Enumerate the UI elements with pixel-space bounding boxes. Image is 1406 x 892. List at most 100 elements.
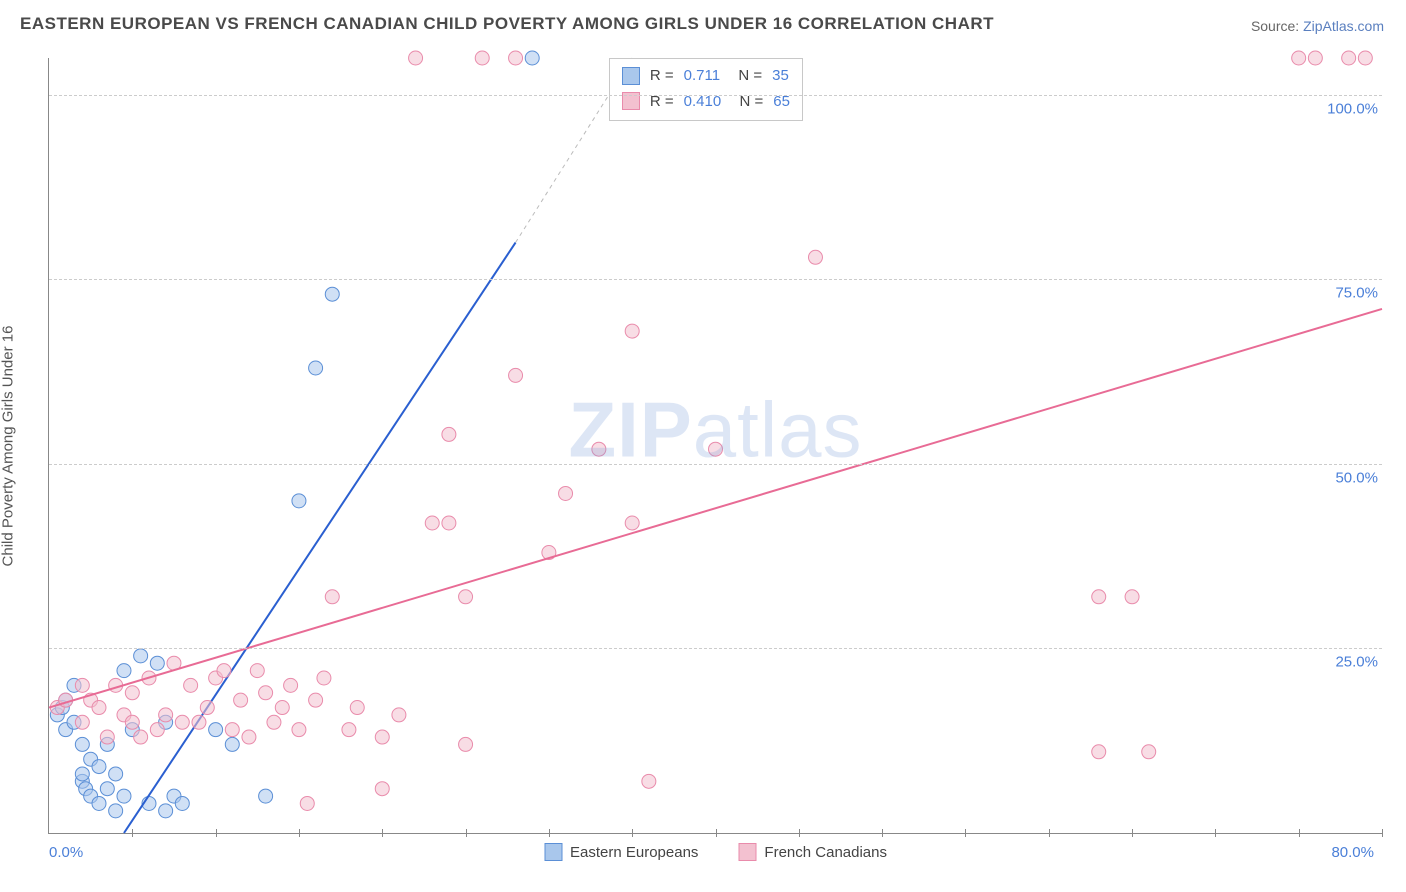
- stat-r-value: 0.410: [684, 89, 722, 115]
- data-point: [409, 51, 423, 65]
- data-point: [192, 715, 206, 729]
- data-point: [559, 486, 573, 500]
- data-point: [1142, 745, 1156, 759]
- stats-row: R = 0.711 N = 35: [622, 63, 790, 89]
- data-point: [200, 701, 214, 715]
- data-point: [509, 51, 523, 65]
- x-tick: [799, 829, 800, 837]
- data-point: [642, 774, 656, 788]
- x-origin-label: 0.0%: [49, 844, 83, 861]
- data-point: [275, 701, 289, 715]
- data-point: [75, 767, 89, 781]
- data-point: [92, 760, 106, 774]
- stat-r-label: R =: [650, 89, 674, 115]
- data-point: [134, 649, 148, 663]
- trend-line: [124, 243, 516, 833]
- data-point: [109, 767, 123, 781]
- y-tick-label: 100.0%: [1327, 100, 1384, 117]
- x-max-label: 80.0%: [1331, 844, 1374, 861]
- data-point: [234, 693, 248, 707]
- data-point: [350, 701, 364, 715]
- data-point: [459, 590, 473, 604]
- data-point: [1092, 745, 1106, 759]
- data-point: [292, 494, 306, 508]
- data-point: [425, 516, 439, 530]
- data-point: [250, 664, 264, 678]
- data-point: [134, 730, 148, 744]
- source-attribution: Source: ZipAtlas.com: [1251, 18, 1384, 34]
- data-point: [159, 708, 173, 722]
- stat-n-label: N =: [730, 63, 762, 89]
- data-point: [225, 723, 239, 737]
- data-point: [309, 693, 323, 707]
- legend-bottom: Eastern EuropeansFrench Canadians: [544, 843, 887, 861]
- x-tick: [132, 829, 133, 837]
- data-point: [325, 287, 339, 301]
- x-tick: [965, 829, 966, 837]
- data-point: [300, 796, 314, 810]
- source-label: Source:: [1251, 18, 1303, 34]
- plot-area: R = 0.711 N = 35R = 0.410 N = 65 ZIPatla…: [48, 58, 1382, 834]
- data-point: [117, 664, 131, 678]
- x-tick: [1049, 829, 1050, 837]
- data-point: [1125, 590, 1139, 604]
- swatch-icon: [738, 843, 756, 861]
- data-point: [1342, 51, 1356, 65]
- data-point: [709, 442, 723, 456]
- data-point: [459, 737, 473, 751]
- x-tick: [549, 829, 550, 837]
- data-point: [475, 51, 489, 65]
- data-point: [125, 715, 139, 729]
- data-point: [259, 686, 273, 700]
- data-point: [75, 678, 89, 692]
- data-point: [242, 730, 256, 744]
- data-point: [259, 789, 273, 803]
- data-point: [1308, 51, 1322, 65]
- x-tick: [882, 829, 883, 837]
- data-point: [267, 715, 281, 729]
- source-link[interactable]: ZipAtlas.com: [1303, 18, 1384, 34]
- data-point: [375, 730, 389, 744]
- data-point: [92, 796, 106, 810]
- stat-n-value: 35: [772, 63, 789, 89]
- stat-r-label: R =: [650, 63, 674, 89]
- data-point: [117, 789, 131, 803]
- data-point: [159, 804, 173, 818]
- data-point: [808, 250, 822, 264]
- data-point: [625, 324, 639, 338]
- legend-item: Eastern Europeans: [544, 843, 698, 861]
- data-point: [625, 516, 639, 530]
- y-axis-label: Child Poverty Among Girls Under 16: [0, 326, 17, 567]
- swatch-icon: [622, 67, 640, 85]
- data-point: [150, 723, 164, 737]
- data-point: [509, 368, 523, 382]
- legend-label: Eastern Europeans: [570, 844, 698, 861]
- stats-row: R = 0.410 N = 65: [622, 89, 790, 115]
- data-point: [442, 427, 456, 441]
- data-point: [184, 678, 198, 692]
- data-point: [209, 723, 223, 737]
- y-tick-label: 50.0%: [1335, 469, 1384, 486]
- gridline: [49, 648, 1382, 649]
- data-point: [392, 708, 406, 722]
- gridline: [49, 95, 1382, 96]
- data-point: [75, 737, 89, 751]
- data-point: [592, 442, 606, 456]
- gridline: [49, 279, 1382, 280]
- data-point: [125, 686, 139, 700]
- data-point: [100, 782, 114, 796]
- data-point: [317, 671, 331, 685]
- x-tick: [299, 829, 300, 837]
- data-point: [1292, 51, 1306, 65]
- stat-n-label: N =: [731, 89, 763, 115]
- data-point: [225, 737, 239, 751]
- y-tick-label: 75.0%: [1335, 285, 1384, 302]
- data-point: [375, 782, 389, 796]
- data-point: [1358, 51, 1372, 65]
- data-point: [442, 516, 456, 530]
- data-point: [109, 804, 123, 818]
- data-point: [100, 730, 114, 744]
- plot-svg: [49, 58, 1382, 833]
- data-point: [217, 664, 231, 678]
- data-point: [75, 715, 89, 729]
